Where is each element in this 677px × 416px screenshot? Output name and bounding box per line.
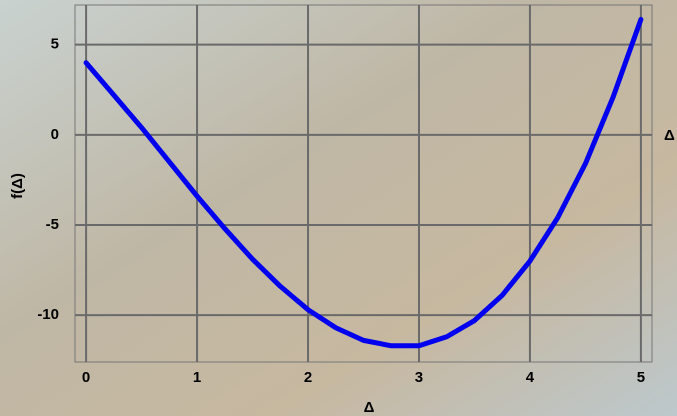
- axis-label: Δ: [664, 127, 675, 144]
- y-tick-label: 0: [51, 126, 59, 143]
- x-tick-label: 3: [415, 369, 423, 386]
- y-axis-label: f(Δ): [9, 173, 26, 199]
- y-tick-label: -5: [46, 216, 59, 233]
- y-tick-label: 5: [51, 36, 59, 53]
- background: [0, 0, 677, 416]
- x-tick-label: 1: [193, 369, 201, 386]
- chart: Δ f(Δ) Δ 0 1 2 3 4 5 -10 -5 0 5: [0, 0, 677, 416]
- x-tick-label: 2: [304, 369, 312, 386]
- x-axis-label: Δ: [364, 399, 375, 416]
- x-tick-label: 5: [637, 369, 645, 386]
- x-tick-label: 4: [526, 369, 535, 386]
- y-tick-label: -10: [37, 306, 59, 323]
- x-tick-label: 0: [82, 369, 90, 386]
